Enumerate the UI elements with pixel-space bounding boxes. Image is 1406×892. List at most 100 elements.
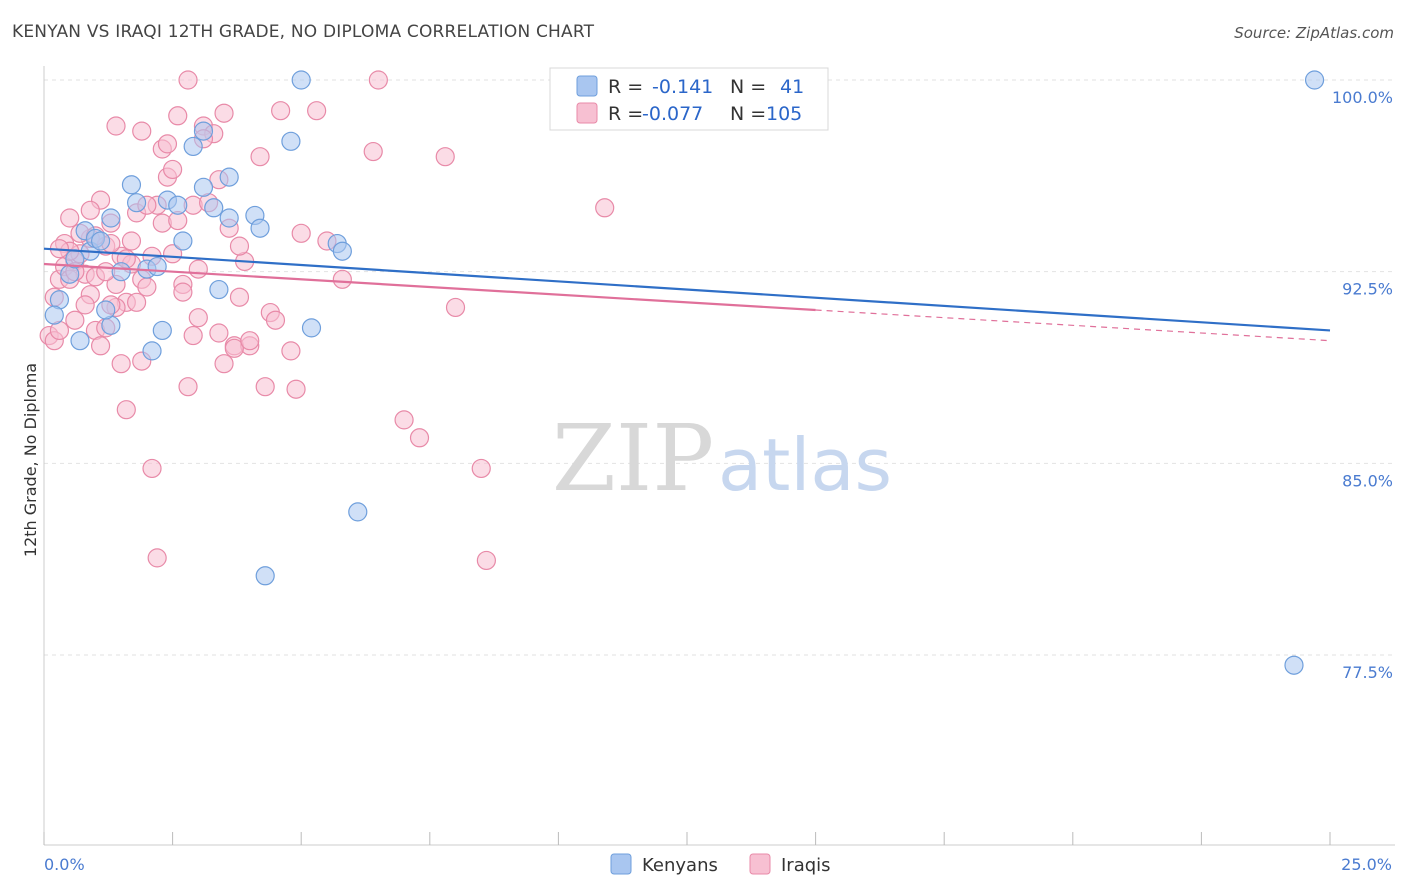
kenyans-trend-line (43, 247, 1331, 332)
iraqis-point (65, 310, 85, 330)
kenyans-point (101, 208, 121, 228)
iraqis-point (60, 208, 80, 228)
kenyans-point (142, 341, 162, 361)
iraqis-n-value: 105 (766, 103, 802, 125)
kenyans-n-label: N = (730, 76, 766, 98)
trend-lines (43, 247, 1331, 342)
iraqis-point (163, 244, 183, 264)
kenyans-point (1284, 655, 1304, 675)
iraqis-point (445, 297, 466, 318)
iraqis-point (106, 116, 126, 136)
iraqis-point (255, 377, 275, 397)
kenyans-point (70, 331, 90, 351)
iraqis-point (121, 231, 142, 251)
iraqis-point (209, 323, 229, 343)
y-tick-label: 92.5% (1342, 280, 1393, 299)
kenyans-point (250, 218, 270, 238)
kenyans-point (168, 195, 188, 215)
iraqis-r-label: R = (608, 103, 643, 125)
iraqis-point (183, 325, 203, 346)
iraqis-point (111, 354, 131, 374)
y-tick-label: 77.5% (1342, 663, 1393, 682)
kenyans-point (1304, 70, 1325, 90)
iraqis-point (240, 331, 260, 351)
watermark: ZIP atlas (552, 405, 892, 512)
iraqis-point (595, 198, 615, 218)
iraqis-point (157, 134, 178, 154)
kenyans-points (44, 70, 1325, 675)
kenyans-point (193, 177, 214, 197)
watermark-zip: ZIP (552, 405, 714, 512)
kenyans-point (96, 300, 116, 320)
kenyans-point (332, 241, 352, 261)
source-label: Source: ZipAtlas.com (1234, 24, 1394, 42)
kenyans-point (111, 262, 131, 282)
iraqis-point (188, 308, 208, 328)
iraqis-point (126, 292, 147, 312)
iraqis-point (214, 354, 234, 374)
kenyans-point (173, 231, 193, 251)
iraqis-point (368, 70, 388, 90)
iraqis-point (147, 548, 167, 568)
iraqis-point (291, 223, 311, 243)
iraqis-point (224, 338, 244, 358)
iraqis-points (39, 70, 615, 571)
iraqis-point (229, 287, 250, 307)
kenyans-r-label: R = (608, 76, 643, 98)
iraqis-point (173, 282, 193, 302)
iraqis-point (188, 259, 208, 279)
iraqis-point (394, 410, 414, 430)
iraqis-point (142, 458, 162, 479)
y-tick-labels: 77.5% 85.0% 92.5% 100.0% (1332, 88, 1393, 682)
iraqis-point (178, 377, 198, 397)
kenyans-point (281, 131, 301, 151)
iraqis-n-label: N = (730, 103, 766, 125)
kenyans-point (348, 502, 368, 522)
iraqis-point (471, 458, 491, 479)
iraqis-trend-extension (815, 309, 1331, 342)
kenyans-point (90, 231, 111, 251)
iraqis-point (265, 310, 286, 330)
stats-legend: R = -0.141 N = 41 R = -0.077 N = 105 (549, 67, 829, 131)
kenyans-point (152, 320, 172, 341)
iraqis-point (363, 141, 383, 162)
kenyans-legend-swatch (576, 75, 598, 97)
x-tick-label-max: 25.0% (1341, 855, 1392, 874)
kenyans-point (291, 70, 311, 90)
kenyans-point (121, 175, 142, 195)
iraqis-point (137, 277, 157, 297)
iraqis-point (307, 101, 327, 121)
kenyans-n-value: 41 (780, 76, 804, 98)
kenyans-bottom-label: Kenyans (642, 855, 718, 876)
iraqis-point (80, 200, 100, 220)
kenyans-point (301, 318, 322, 338)
iraqis-point (271, 101, 291, 121)
kenyans-point (219, 167, 239, 187)
kenyans-point (44, 305, 64, 325)
iraqis-legend-swatch (576, 102, 598, 124)
iraqis-point (178, 70, 198, 90)
iraqis-point (435, 147, 455, 167)
iraqis-point (214, 103, 234, 123)
iraqis-point (476, 550, 496, 571)
kenyans-point (147, 256, 167, 277)
y-tick-label: 85.0% (1342, 471, 1393, 490)
iraqis-point (332, 269, 352, 289)
iraqis-bottom-label: Iraqis (781, 855, 831, 876)
iraqis-bottom-swatch (749, 853, 771, 875)
iraqis-point (168, 106, 188, 126)
chart-title: KENYAN VS IRAQI 12TH GRADE, NO DIPLOMA C… (12, 22, 595, 42)
x-tick-label-min: 0.0% (44, 855, 85, 874)
iraqis-r-value: -0.077 (642, 103, 703, 125)
y-tick-label: 100.0% (1332, 88, 1393, 107)
iraqis-point (250, 147, 270, 167)
kenyans-point (183, 136, 203, 157)
iraqis-trend-line (43, 262, 816, 312)
y-axis-title: 12th Grade, No Diploma (21, 363, 40, 557)
iraqis-point (281, 341, 301, 361)
iraqis-point (75, 295, 95, 315)
iraqis-point (409, 428, 430, 448)
kenyans-point (209, 279, 229, 300)
axes (43, 66, 1395, 846)
